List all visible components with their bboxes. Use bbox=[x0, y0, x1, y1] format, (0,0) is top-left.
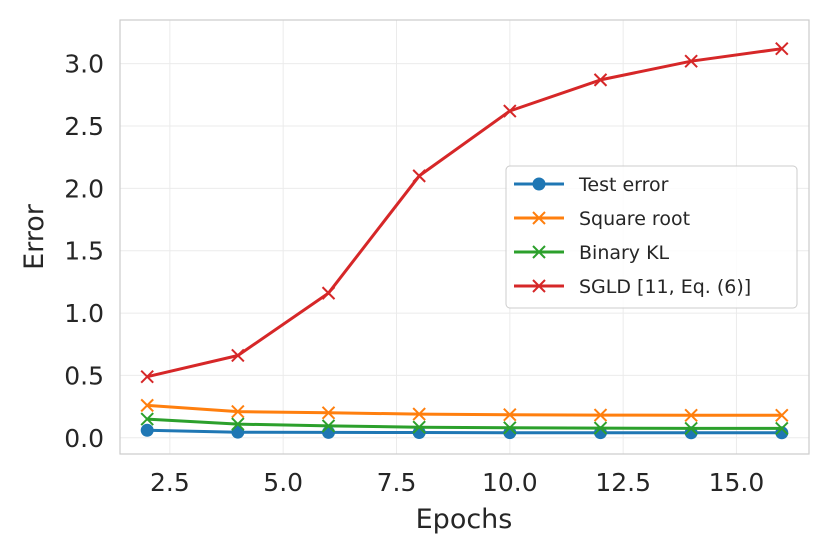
data-point-sgld-11-eq-6 bbox=[140, 369, 154, 384]
data-point-sgld-11-eq-6 bbox=[775, 41, 789, 56]
data-point-test-error bbox=[322, 425, 336, 439]
x-tick-label: 2.5 bbox=[150, 468, 190, 497]
legend-item-test-error: Test error bbox=[514, 174, 669, 196]
y-tick-label: 1.0 bbox=[64, 299, 104, 328]
legend-box bbox=[505, 165, 798, 309]
data-point-square-root bbox=[684, 408, 698, 423]
series-sgld-11-eq-6 bbox=[140, 41, 789, 384]
series-line-square-root bbox=[147, 403, 782, 417]
data-point-binary-kl bbox=[684, 421, 698, 436]
data-point-square-root bbox=[503, 408, 517, 422]
legend-label: SGLD [11, Eq. (6)] bbox=[579, 276, 751, 298]
legend: Test error Square root Binary KL SGLD [11, … bbox=[505, 165, 798, 309]
legend-marker bbox=[532, 177, 546, 191]
x-tick-label: 5.0 bbox=[263, 468, 303, 497]
legend-marker bbox=[532, 279, 546, 293]
series-square-root bbox=[140, 398, 789, 423]
series-binary-kl bbox=[140, 412, 789, 436]
data-point-sgld-11-eq-6 bbox=[503, 104, 517, 118]
data-point-sgld-11-eq-6 bbox=[412, 169, 426, 183]
legend-item-sgld-11-eq-6: SGLD [11, Eq. (6)] bbox=[514, 276, 751, 298]
data-point-binary-kl bbox=[140, 412, 154, 426]
data-point-test-error bbox=[231, 425, 245, 439]
data-point-square-root bbox=[593, 408, 608, 422]
x-tick-labels: 2.5 5.0 7.5 10.0 12.5 15.0 bbox=[150, 468, 764, 497]
data-point-binary-kl bbox=[412, 420, 426, 434]
series-line-test-error bbox=[147, 428, 782, 435]
data-point-square-root bbox=[321, 406, 336, 420]
data-point-binary-kl bbox=[321, 419, 336, 433]
data-point-binary-kl bbox=[231, 417, 245, 431]
x-tick-label: 15.0 bbox=[709, 468, 765, 497]
legend-item-binary-kl: Binary KL bbox=[514, 242, 670, 264]
x-axis-label: Epochs bbox=[416, 504, 513, 535]
x-tick-label: 10.0 bbox=[482, 468, 538, 497]
plot-frame bbox=[119, 19, 810, 455]
data-point-square-root bbox=[231, 404, 245, 419]
series-test-error bbox=[140, 423, 789, 440]
x-tick-label: 12.5 bbox=[595, 468, 651, 497]
y-tick-label: 2.5 bbox=[64, 112, 104, 141]
y-tick-label: 2.0 bbox=[64, 174, 104, 203]
legend-label: Test error bbox=[578, 174, 669, 196]
data-point-square-root bbox=[412, 407, 426, 421]
data-point-binary-kl bbox=[593, 421, 608, 435]
data-point-sgld-11-eq-6 bbox=[593, 73, 608, 87]
y-tick-label: 1.5 bbox=[64, 237, 104, 266]
y-axis-label: Error bbox=[19, 203, 50, 270]
series-line-binary-kl bbox=[147, 417, 782, 430]
series-layer bbox=[140, 41, 789, 440]
legend-label: Square root bbox=[579, 208, 690, 230]
data-point-square-root bbox=[775, 408, 789, 423]
data-point-binary-kl bbox=[503, 421, 517, 435]
data-point-square-root bbox=[140, 398, 154, 413]
y-tick-label: 0.0 bbox=[64, 424, 104, 453]
legend-marker bbox=[532, 245, 546, 259]
legend-marker bbox=[532, 211, 546, 225]
data-point-test-error bbox=[140, 423, 154, 437]
legend-item-square-root: Square root bbox=[514, 208, 690, 230]
data-point-binary-kl bbox=[775, 421, 789, 436]
y-tick-label: 0.5 bbox=[64, 361, 104, 390]
x-tick-label: 7.5 bbox=[377, 468, 417, 497]
legend-label: Binary KL bbox=[579, 242, 670, 264]
y-tick-labels: 0.0 0.5 1.0 1.5 2.0 2.5 3.0 bbox=[64, 50, 104, 453]
data-point-sgld-11-eq-6 bbox=[684, 54, 698, 68]
series-line-sgld-11-eq-6 bbox=[146, 47, 783, 379]
y-tick-label: 3.0 bbox=[64, 50, 104, 79]
data-point-sgld-11-eq-6 bbox=[321, 286, 336, 300]
data-point-sgld-11-eq-6 bbox=[231, 348, 245, 363]
